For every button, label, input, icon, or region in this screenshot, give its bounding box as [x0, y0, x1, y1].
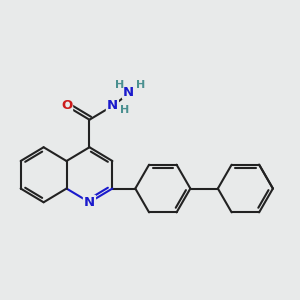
Text: O: O — [61, 100, 72, 112]
Text: H: H — [120, 105, 129, 116]
Text: H: H — [136, 80, 145, 89]
Text: N: N — [84, 196, 95, 209]
Text: N: N — [107, 100, 118, 112]
Text: H: H — [115, 80, 124, 89]
Text: N: N — [123, 86, 134, 99]
